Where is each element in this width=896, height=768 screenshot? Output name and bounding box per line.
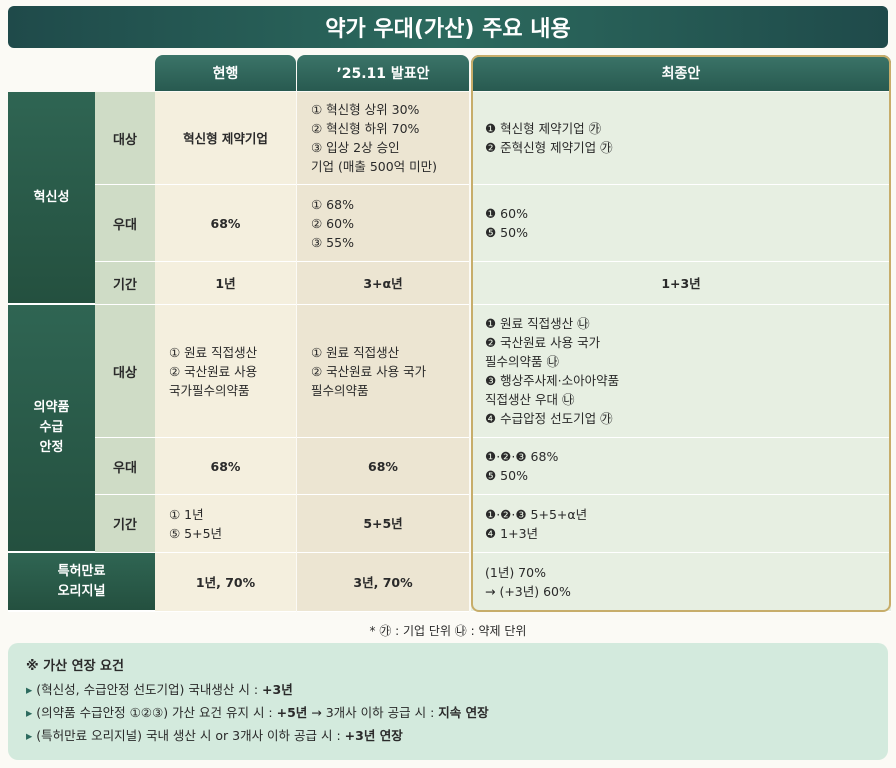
note-text: +3년 [262, 682, 293, 697]
cell-line: ❶·❷·❸ 5+5+α년 [485, 506, 588, 522]
note-text: → 3개사 이하 공급 시 : [307, 705, 439, 720]
cell: 3년, 70% [297, 553, 469, 612]
group-label-line: 특허만료 [57, 563, 106, 579]
cell-line: 직접생산 우대 ㉯ [485, 392, 575, 407]
cell-line: 기업 (매출 500억 미만) [311, 159, 438, 174]
note-item: (특허만료 오리지널) 국내 생산 시 or 3개사 이하 공급 시 : +3년… [26, 724, 870, 747]
row-label: 대상 [95, 92, 155, 185]
cell-line: 혁신형 제약기업 [183, 130, 268, 146]
cell-line: 국가필수의약품 [169, 382, 250, 398]
group-label-line: 수급 [39, 420, 64, 435]
cell: 혁신형 제약기업 [155, 92, 296, 185]
cell-line: 68% [368, 458, 398, 474]
notes-box: ※ 가산 연장 요건 (혁신성, 수급안정 선도기업) 국내생산 시 : +3년… [8, 643, 888, 760]
cell: (1년) 70% → (+3년) 60% [471, 553, 891, 612]
group-label: 혁신성 [8, 92, 95, 305]
cell-line: ① 68% [311, 196, 354, 212]
cell-line: ② 60% [311, 215, 354, 231]
cell-line: ❸ 행상주사제·소아아약품 [485, 373, 620, 388]
cell-line: ① 혁신형 상위 30% [311, 102, 420, 117]
cell: 5+5년 [297, 495, 469, 553]
cell-line: ① 원료 직접생산 [169, 344, 258, 360]
cell-line: ❶·❷·❸ 68% [485, 449, 559, 464]
cell: 68% [297, 438, 469, 495]
cell-line: 필수의약품 ㉯ [485, 354, 559, 369]
note-item: (의약품 수급안정 ①②③) 가산 요건 유지 시 : +5년 → 3개사 이하… [26, 701, 870, 724]
cell-line: ❹ 1+3년 [485, 525, 539, 541]
cell-line: ❺ 50% [485, 468, 528, 483]
cell-line: ② 국산원료 사용 국가 [311, 363, 427, 379]
cell-line: 1+3년 [661, 275, 701, 291]
note-text: +5년 [276, 705, 308, 720]
cell: ❶ 혁신형 제약기업 ㉮ ❷ 준혁신형 제약기업 ㉮ [471, 92, 891, 185]
notes-title: ※ 가산 연장 요건 [26, 659, 124, 674]
group-label-line: 의약품 [33, 400, 70, 415]
cell: 1년 [155, 262, 296, 305]
note-text: (혁신성, 수급안정 선도기업) 국내생산 시 : [36, 682, 263, 697]
cell-line: ⑤ 5+5년 [169, 525, 223, 541]
note-text: 지속 연장 [438, 705, 489, 720]
cell-line: ③ 55% [311, 234, 354, 250]
column-header: ’25.11 발표안 [297, 55, 469, 91]
cell: 68% [155, 438, 296, 495]
cell-line: ❹ 수급압정 선도기업 ㉮ [485, 411, 613, 426]
cell-line: 필수의약품 [311, 382, 369, 398]
cell: 1+3년 [471, 262, 891, 305]
note-text: +3년 연장 [344, 728, 403, 743]
cell-line: ① 원료 직접생산 [311, 344, 400, 360]
group-label-line: 오리지널 [57, 583, 106, 599]
column-header: 현행 [155, 55, 296, 91]
row-label: 우대 [95, 185, 155, 262]
note-text: (특허만료 오리지널) 국내 생산 시 or 3개사 이하 공급 시 : [36, 728, 345, 743]
cell-line: 68% [210, 458, 241, 474]
cell-line: ③ 입상 2상 승인 [311, 140, 400, 155]
cell-line: ❷ 준혁신형 제약기업 ㉮ [485, 140, 613, 155]
cell: ① 68% ② 60% ③ 55% [297, 185, 469, 262]
cell-line: 1년 [215, 275, 236, 291]
cell: ① 1년 ⑤ 5+5년 [155, 495, 296, 553]
footnote: * ㉮ : 기업 단위 ㉯ : 약제 단위 [369, 624, 527, 638]
cell-line: ❷ 국산원료 사용 국가 [485, 335, 601, 350]
group-label-line: 안정 [39, 440, 64, 455]
row-label: 기간 [95, 495, 155, 553]
cell: ❶·❷·❸ 5+5+α년 ❹ 1+3년 [471, 495, 891, 553]
note-item: (혁신성, 수급안정 선도기업) 국내생산 시 : +3년 [26, 678, 870, 701]
column-header: 최종안 [471, 55, 891, 91]
cell-line: 68% [210, 215, 241, 231]
title: 약가 우대(가산) 주요 내용 [8, 6, 888, 48]
cell: 3+α년 [297, 262, 469, 305]
cell-line: 1년, 70% [195, 574, 256, 590]
cell: ❶·❷·❸ 68% ❺ 50% [471, 438, 891, 495]
cell: 1년, 70% [155, 553, 296, 612]
cell-line: 5+5년 [363, 516, 403, 531]
cell-line: ① 1년 [169, 506, 204, 522]
row-label: 대상 [95, 305, 155, 438]
cell: 68% [155, 185, 296, 262]
cell-line: ② 국산원료 사용 [169, 363, 258, 379]
cell-line: 3년, 70% [353, 574, 413, 590]
cell-line: ❶ 혁신형 제약기업 ㉮ [485, 121, 602, 136]
cell-line: ❶ 60% [485, 206, 528, 221]
note-text: (의약품 수급안정 ①②③) 가산 요건 유지 시 : [36, 705, 277, 720]
cell-line: → (+3년) 60% [485, 584, 571, 599]
row-label: 기간 [95, 262, 155, 305]
cell: ❶ 60% ❺ 50% [471, 185, 891, 262]
group-label-line: 혁신성 [33, 189, 70, 205]
cell-line: ❶ 원료 직접생산 ㉯ [485, 316, 590, 331]
cell-line: 3+α년 [363, 275, 403, 291]
row-label: 우대 [95, 438, 155, 495]
cell-line: (1년) 70% [485, 565, 546, 580]
cell-line: ❺ 50% [485, 225, 528, 240]
cell-line: ② 혁신형 하위 70% [311, 121, 420, 136]
